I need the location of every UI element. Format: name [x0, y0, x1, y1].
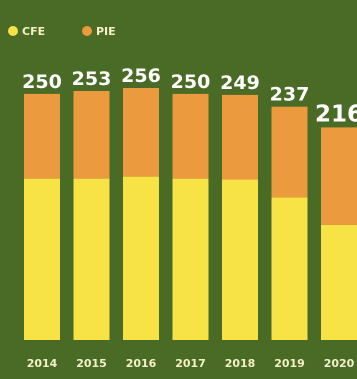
bar-cfe-2020 — [321, 224, 357, 340]
total-label-2016: 256 — [121, 65, 161, 87]
legend-label-cfe: CFE — [22, 25, 45, 38]
bar-cfe-2018 — [222, 179, 258, 340]
bar-pie-2020 — [321, 127, 357, 225]
x-tick-2019: 2019 — [274, 357, 305, 370]
x-tick-labels: 2014 2015 2016 2017 2018 2019 2020 — [27, 357, 355, 370]
bars — [24, 88, 357, 340]
bar-pie-2018 — [222, 94, 258, 180]
bar-cfe-2014 — [24, 178, 60, 340]
legend-item-pie: PIE — [82, 25, 116, 38]
bar-cfe-2015 — [73, 178, 110, 340]
bar-cfe-2016 — [123, 176, 159, 340]
x-tick-2018: 2018 — [225, 357, 256, 370]
legend: CFE PIE — [8, 25, 116, 38]
bar-pie-2016 — [123, 88, 159, 177]
legend-swatch-cfe — [8, 26, 18, 36]
legend-item-cfe: CFE — [8, 25, 45, 38]
bar-pie-2015 — [73, 91, 110, 179]
x-tick-2020: 2020 — [324, 357, 355, 370]
bar-cfe-2019 — [271, 197, 308, 340]
x-tick-2016: 2016 — [126, 357, 157, 370]
total-label-2019: 237 — [270, 84, 310, 106]
bar-pie-2014 — [24, 93, 60, 179]
total-label-2014: 250 — [22, 71, 62, 93]
bar-pie-2017 — [172, 93, 209, 179]
legend-swatch-pie — [82, 26, 92, 36]
bar-pie-2019 — [271, 106, 308, 198]
x-tick-2014: 2014 — [27, 357, 58, 370]
total-label-2018: 249 — [220, 72, 260, 94]
legend-label-pie: PIE — [96, 25, 116, 38]
x-tick-2017: 2017 — [175, 357, 206, 370]
total-label-2017: 250 — [171, 71, 211, 93]
bar-cfe-2017 — [172, 178, 209, 340]
total-label-2015: 253 — [72, 68, 112, 90]
x-tick-2015: 2015 — [76, 357, 107, 370]
total-label-2020: 216 — [315, 101, 357, 127]
